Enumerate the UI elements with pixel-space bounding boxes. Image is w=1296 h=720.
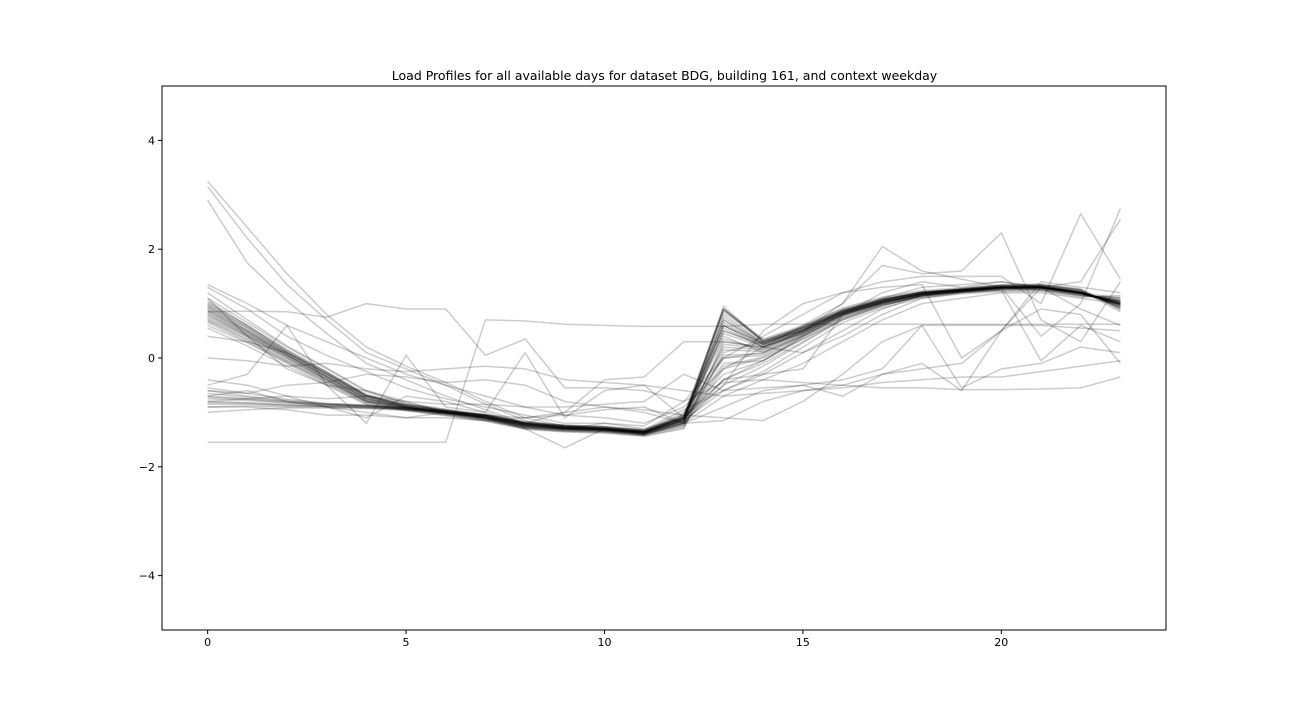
x-tick-label: 5 [403,636,410,649]
series-line-18 [207,285,1121,434]
series-line-9 [207,287,1121,433]
series-line-8 [207,283,1121,436]
series-line-1 [207,287,1121,433]
series-line-0 [207,286,1121,434]
x-tick-label: 15 [796,636,810,649]
series-line-44 [207,308,1121,425]
series-line-32 [207,286,1121,433]
series-lines [206,180,1122,449]
chart-title: Load Profiles for all available days for… [392,68,938,83]
series-line-26 [207,284,1121,435]
series-line-2 [207,284,1121,435]
series-line-42 [207,357,1121,397]
y-tick-label: 2 [148,243,155,256]
series-line-34 [207,180,1121,433]
series-line-19 [207,285,1121,433]
series-line-45 [207,281,1121,425]
series-line-47 [207,232,1122,430]
series-line-41 [207,302,1121,403]
x-axis: 0 5 10 15 20 [204,630,1008,649]
series-line-24 [207,286,1121,434]
x-tick-label: 10 [597,636,611,649]
y-tick-label: −4 [139,570,155,583]
series-line-33 [207,286,1121,434]
series-line-3 [207,288,1121,433]
series-line-31 [207,285,1121,434]
series-line-35 [207,186,1121,434]
series-line-10 [207,283,1121,437]
series-line-5 [207,287,1121,434]
series-line-13 [207,284,1121,438]
series-line-36 [206,199,1121,435]
series-line-15 [207,286,1121,432]
series-line-39 [207,218,1122,425]
y-tick-label: −2 [139,461,155,474]
series-line-23 [207,286,1121,433]
series-line-16 [207,287,1121,433]
series-line-21 [207,285,1121,431]
series-line-20 [207,287,1121,432]
y-tick-label: 4 [148,134,155,147]
series-line-29 [207,287,1121,433]
series-line-46 [207,324,1121,408]
series-line-14 [207,290,1121,431]
series-line-28 [207,285,1121,435]
series-line-12 [207,286,1121,434]
y-axis: −4 −2 0 2 4 [139,134,162,583]
series-line-30 [207,284,1121,436]
series-line-25 [207,287,1121,434]
series-line-7 [207,289,1121,432]
x-tick-label: 20 [994,636,1008,649]
series-line-11 [207,287,1121,433]
series-line-38 [207,213,1122,427]
series-line-4 [207,284,1121,436]
series-line-22 [207,286,1121,434]
series-line-49 [207,289,1121,419]
series-line-6 [207,285,1121,435]
series-line-40 [207,319,1121,444]
series-line-17 [207,287,1121,432]
series-line-43 [207,324,1121,422]
x-tick-label: 0 [204,636,211,649]
series-line-48 [207,281,1121,449]
series-line-37 [207,208,1122,425]
plot-frame [161,85,1167,631]
series-line-27 [207,288,1121,433]
y-tick-label: 0 [148,352,155,365]
